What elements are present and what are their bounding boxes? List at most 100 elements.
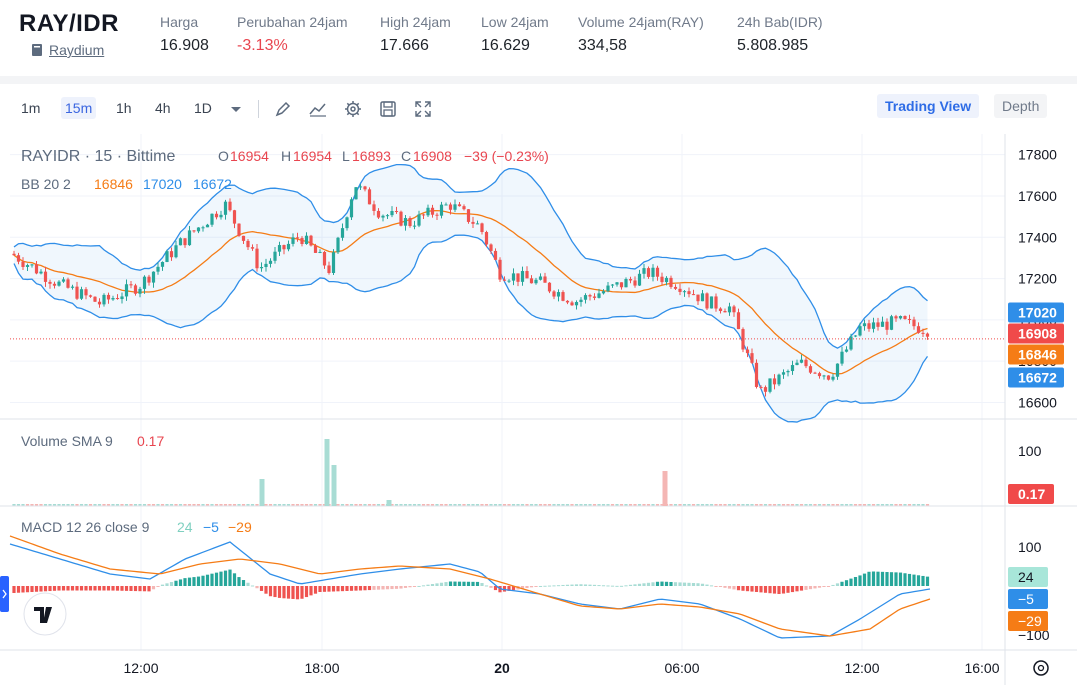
candle-body: [133, 285, 138, 294]
stat-label: 24h Bab(IDR): [737, 14, 823, 30]
candle-body: [57, 281, 61, 286]
candle-body: [750, 353, 754, 363]
volume-bar: [205, 504, 210, 506]
fullscreen-icon[interactable]: [413, 99, 433, 119]
volume-bar: [390, 504, 394, 506]
macd-histogram-bar: [435, 583, 439, 586]
volume-bar: [412, 504, 417, 506]
candle-body: [300, 238, 304, 245]
chart-area[interactable]: RAYIDR · 15 · Bittime O 16954 H 16954 L 16893 C…: [0, 134, 1077, 685]
legend-symbol: RAYIDR · 15 · Bittime: [21, 148, 176, 165]
interval-15m[interactable]: 15m: [61, 97, 97, 119]
volume-bar: [66, 504, 70, 506]
volume-bar: [547, 504, 552, 506]
volume-bar: [781, 504, 786, 506]
exchange-link[interactable]: Raydium: [31, 42, 104, 58]
volume-bar: [277, 504, 282, 506]
candle-body: [777, 374, 781, 385]
price-chart[interactable]: RAYIDR · 15 · Bittime O 16954 H 16954 L 16893 C…: [0, 134, 1077, 685]
header-separator: [0, 76, 1077, 84]
volume-bar: [601, 504, 606, 506]
volume-bar: [862, 504, 867, 506]
candle-body: [93, 296, 97, 302]
exchange-name[interactable]: Raydium: [49, 42, 105, 58]
candle-body: [336, 237, 340, 253]
interval-1d[interactable]: 1D: [194, 100, 212, 116]
volume-bar: [853, 504, 858, 506]
volume-bar: [493, 504, 498, 506]
volume-bar: [624, 504, 628, 506]
side-panel-toggle[interactable]: [0, 576, 9, 612]
macd-histogram-bar: [907, 573, 912, 586]
stat-label: High 24jam: [380, 14, 451, 30]
macd-histogram-bar: [169, 582, 174, 586]
candle-body: [345, 217, 349, 229]
interval-4h[interactable]: 4h: [155, 100, 171, 116]
candle-body: [403, 218, 408, 226]
price-tag: [1008, 323, 1064, 344]
volume-bar: [655, 504, 660, 506]
volume-bar: [790, 504, 795, 506]
candle-body: [160, 261, 165, 267]
candle-body: [894, 316, 898, 319]
macd-histogram-bar: [619, 585, 624, 587]
volume-bar: [534, 504, 538, 506]
candle-body: [399, 211, 403, 226]
volume-bar: [921, 504, 925, 506]
volume-bar: [394, 504, 399, 506]
interval-1h[interactable]: 1h: [116, 100, 132, 116]
candle-body: [178, 238, 183, 246]
bollinger-band-fill: [14, 164, 928, 423]
draw-icon[interactable]: [273, 99, 293, 119]
macd-histogram-bar: [822, 586, 826, 587]
volume-bar: [754, 504, 759, 506]
candle-body: [34, 264, 39, 274]
macd-histogram-bar: [273, 586, 277, 598]
stat-value: 17.666: [380, 37, 429, 54]
interval-1m[interactable]: 1m: [21, 100, 41, 116]
volume-bar: [475, 504, 480, 506]
volume-bar: [628, 504, 633, 506]
trading-view-button[interactable]: Trading View: [877, 94, 980, 118]
candle-body: [880, 321, 885, 327]
depth-button[interactable]: Depth: [994, 94, 1048, 118]
candle-body: [183, 238, 187, 246]
stat-label: Harga: [160, 14, 199, 30]
price-tag-label: 16846: [1018, 347, 1057, 363]
volume-bar: [732, 504, 736, 506]
candle-body: [250, 247, 255, 249]
volume-bar: [592, 504, 597, 506]
volume-axis-label: 100: [1018, 443, 1042, 459]
macd-histogram-bar: [309, 586, 313, 596]
legend-change: −39 (−0.23%): [464, 148, 549, 164]
macd-histogram-bar: [43, 586, 48, 592]
chevron-right-icon: [2, 589, 7, 599]
chevron-down-icon[interactable]: [226, 99, 246, 119]
candle-body: [579, 299, 583, 303]
candle-body: [709, 296, 714, 309]
macd-histogram-bar: [642, 583, 646, 586]
candle-body: [421, 214, 426, 216]
settings-icon[interactable]: [343, 99, 363, 119]
candle-body: [835, 363, 840, 377]
macd-histogram-bar: [588, 584, 592, 586]
time-axis-label: 18:00: [304, 660, 339, 676]
indicator-icon[interactable]: [308, 99, 328, 119]
candle-body: [471, 221, 475, 224]
stat-value: 16.629: [481, 37, 530, 54]
macd-histogram-bar: [826, 586, 831, 587]
volume-bar: [354, 504, 358, 506]
macd-tag-label: 24: [1018, 569, 1034, 585]
candle-body: [475, 223, 480, 225]
volume-bar: [916, 504, 921, 506]
candle-body: [88, 295, 93, 297]
axis-settings-icon[interactable]: [1033, 660, 1049, 676]
macd-histogram-bar: [349, 586, 354, 591]
candle-body: [898, 316, 903, 319]
volume-bar: [174, 504, 178, 506]
candle-body: [795, 362, 799, 366]
volume-bar: [808, 504, 813, 506]
macd-histogram-bar: [304, 586, 309, 598]
save-icon[interactable]: [378, 99, 398, 119]
candle-body: [48, 281, 52, 284]
